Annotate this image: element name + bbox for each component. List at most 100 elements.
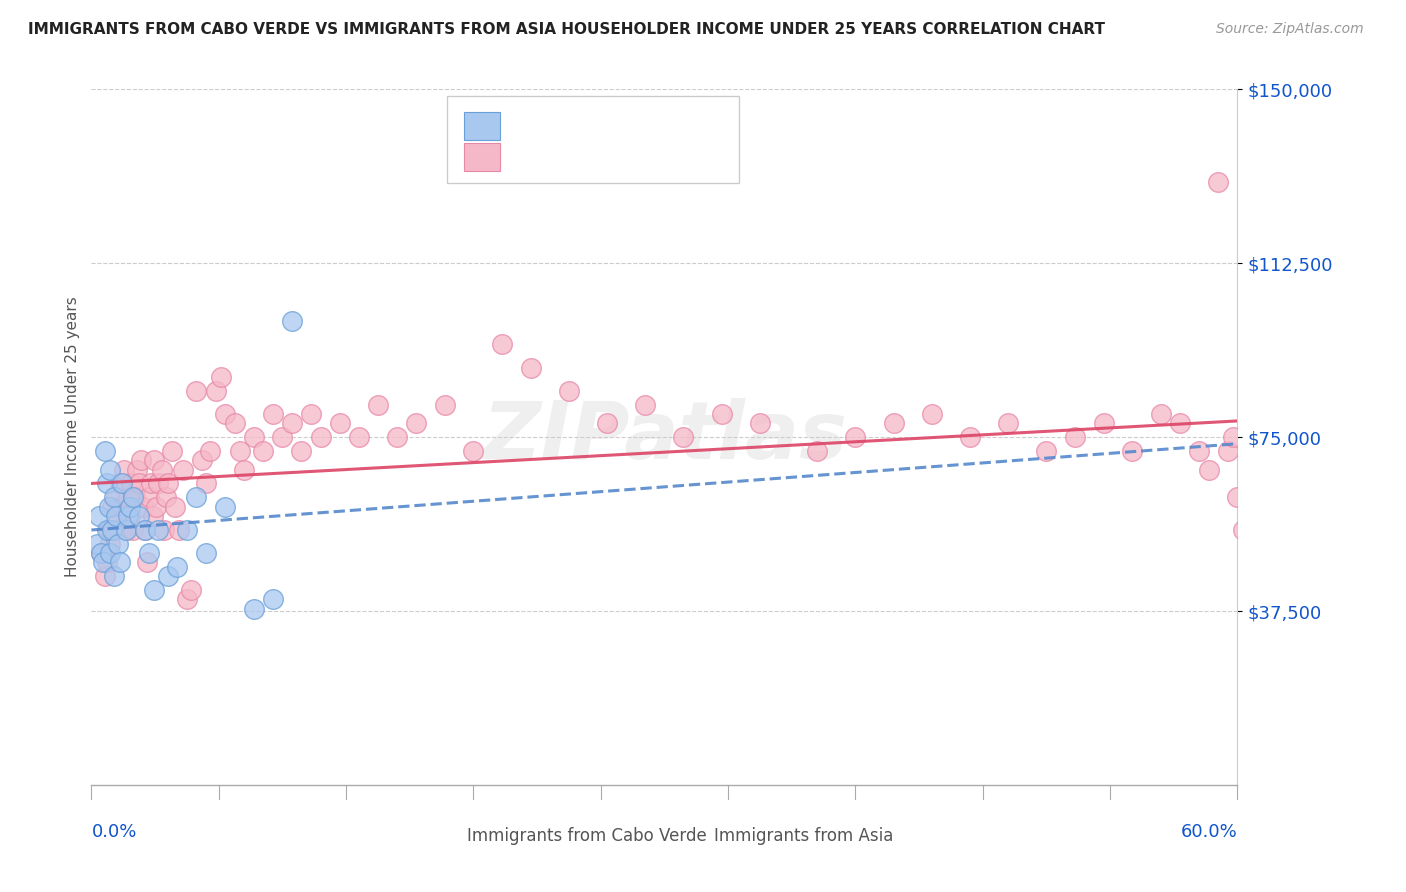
Point	[198, 444, 221, 458]
Point	[160, 444, 183, 458]
Point	[167, 523, 190, 537]
Point	[156, 476, 179, 491]
Text: 0.0%: 0.0%	[91, 823, 136, 841]
Point	[128, 508, 150, 523]
Point	[94, 569, 117, 583]
Point	[634, 398, 657, 412]
Point	[107, 508, 129, 523]
Point	[172, 462, 194, 476]
Point	[1035, 444, 1057, 458]
Point	[91, 555, 114, 569]
Point	[148, 523, 170, 537]
Point	[129, 453, 152, 467]
Point	[117, 508, 139, 523]
Point	[882, 416, 904, 430]
Point	[100, 462, 122, 476]
Point	[97, 500, 120, 514]
Point	[1254, 476, 1277, 491]
Point	[97, 523, 120, 537]
Point	[143, 583, 166, 598]
Point	[1121, 444, 1143, 458]
Point	[108, 555, 131, 569]
Point	[105, 508, 128, 523]
Point	[1216, 444, 1239, 458]
Point	[156, 569, 179, 583]
Point	[329, 416, 352, 430]
Point	[229, 444, 252, 458]
Point	[710, 407, 733, 421]
Point	[101, 523, 124, 537]
Point	[118, 508, 141, 523]
Point	[180, 583, 202, 598]
Point	[214, 407, 236, 421]
Point	[1064, 430, 1087, 444]
Point	[87, 508, 110, 523]
Point	[1222, 430, 1244, 444]
Bar	[464, 144, 501, 171]
Point	[143, 453, 166, 467]
Point	[519, 360, 541, 375]
Point	[141, 508, 163, 523]
Point	[997, 416, 1019, 430]
Point	[139, 476, 162, 491]
Point	[1168, 416, 1191, 430]
Point	[103, 523, 125, 537]
Point	[138, 546, 160, 560]
Point	[153, 523, 176, 537]
Text: Source: ZipAtlas.com: Source: ZipAtlas.com	[1216, 22, 1364, 37]
Point	[103, 491, 125, 505]
Point	[86, 537, 108, 551]
Point	[118, 500, 141, 514]
Point	[204, 384, 226, 398]
Point	[96, 555, 118, 569]
Point	[194, 546, 217, 560]
Point	[186, 384, 208, 398]
Point	[191, 453, 214, 467]
Point	[281, 416, 304, 430]
Point	[1240, 462, 1263, 476]
Point	[100, 537, 122, 551]
Point	[124, 491, 146, 505]
Point	[1206, 175, 1229, 189]
Point	[121, 476, 143, 491]
Bar	[464, 112, 501, 140]
Point	[114, 523, 136, 537]
Text: Immigrants from Cabo Verde: Immigrants from Cabo Verde	[467, 827, 707, 845]
Text: N =: N =	[616, 116, 657, 135]
Point	[672, 430, 695, 444]
Point	[105, 491, 128, 505]
Text: Immigrants from Asia: Immigrants from Asia	[714, 827, 893, 845]
Point	[491, 337, 513, 351]
Point	[748, 416, 770, 430]
Point	[281, 314, 304, 328]
Point	[844, 430, 866, 444]
Point	[463, 444, 485, 458]
Point	[367, 398, 389, 412]
Point	[214, 500, 236, 514]
Point	[921, 407, 943, 421]
Text: IMMIGRANTS FROM CABO VERDE VS IMMIGRANTS FROM ASIA HOUSEHOLDER INCOME UNDER 25 Y: IMMIGRANTS FROM CABO VERDE VS IMMIGRANTS…	[28, 22, 1105, 37]
Point	[1198, 462, 1220, 476]
Point	[1226, 491, 1249, 505]
Text: ZIPatlas: ZIPatlas	[482, 398, 846, 476]
Text: 0.026: 0.026	[558, 116, 609, 135]
Bar	[682, 829, 707, 850]
Point	[138, 491, 160, 505]
Point	[101, 500, 124, 514]
Point	[252, 444, 274, 458]
Point	[209, 369, 232, 384]
Point	[186, 491, 208, 505]
Point	[165, 500, 187, 514]
Point	[271, 430, 294, 444]
Point	[1232, 523, 1254, 537]
Point	[262, 592, 284, 607]
Point	[166, 560, 188, 574]
Point	[233, 462, 256, 476]
Point	[122, 523, 145, 537]
Point	[94, 444, 117, 458]
Point	[128, 476, 150, 491]
Point	[150, 462, 173, 476]
Point	[135, 555, 157, 569]
Bar	[434, 829, 460, 850]
Point	[122, 491, 145, 505]
